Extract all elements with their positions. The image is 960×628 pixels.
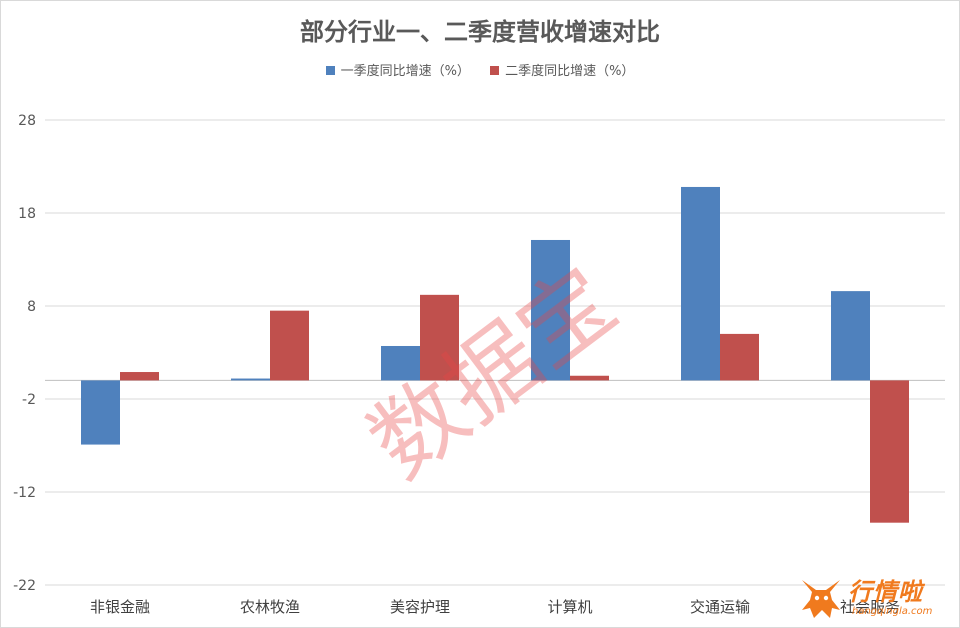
bar-q2 <box>570 375 609 381</box>
bar-q2 <box>120 372 159 381</box>
bull-logo-icon <box>802 580 840 618</box>
y-tick-label: 18 <box>18 206 36 222</box>
x-tick-label: 计算机 <box>547 598 592 616</box>
x-tick-label: 交通运输 <box>690 598 750 616</box>
legend-swatch-q2 <box>490 66 500 75</box>
bar-q1 <box>81 380 120 445</box>
bar-q1 <box>381 345 420 381</box>
legend-label-q2: 二季度同比增速（%） <box>505 64 635 79</box>
legend-swatch-q1 <box>325 66 335 75</box>
logo-text: 行情啦 <box>848 578 923 606</box>
bar-q1 <box>531 239 570 381</box>
x-tick-label: 社会服务 <box>840 598 900 616</box>
logo: 行情啦 hangqingla.com <box>796 570 946 624</box>
y-tick-label: -2 <box>22 392 36 408</box>
bar-q1 <box>831 291 870 381</box>
bar-q1 <box>231 378 270 381</box>
chart-title: 部分行业一、二季度营收增速对比 <box>300 18 660 46</box>
y-tick-label: -12 <box>13 485 36 501</box>
bar-q2 <box>720 333 759 381</box>
x-tick-label: 美容护理 <box>390 598 450 616</box>
legend-item-q2: 二季度同比增速（%） <box>490 60 634 79</box>
legend: 一季度同比增速（%） 二季度同比增速（%） <box>0 60 960 79</box>
logo-url: hangqingla.com <box>852 606 933 617</box>
legend-label-q1: 一季度同比增速（%） <box>340 64 470 79</box>
bar-q2 <box>270 310 309 381</box>
x-tick-label: 非银金融 <box>90 598 150 616</box>
bar-q2 <box>870 380 909 523</box>
y-tick-label: 8 <box>27 299 36 315</box>
bar-q2 <box>420 294 459 381</box>
x-tick-label: 农林牧渔 <box>240 598 300 616</box>
legend-item-q1: 一季度同比增速（%） <box>325 60 470 79</box>
y-tick-label: -22 <box>13 578 36 594</box>
bar-q1 <box>681 186 720 381</box>
y-tick-label: 28 <box>18 113 36 129</box>
